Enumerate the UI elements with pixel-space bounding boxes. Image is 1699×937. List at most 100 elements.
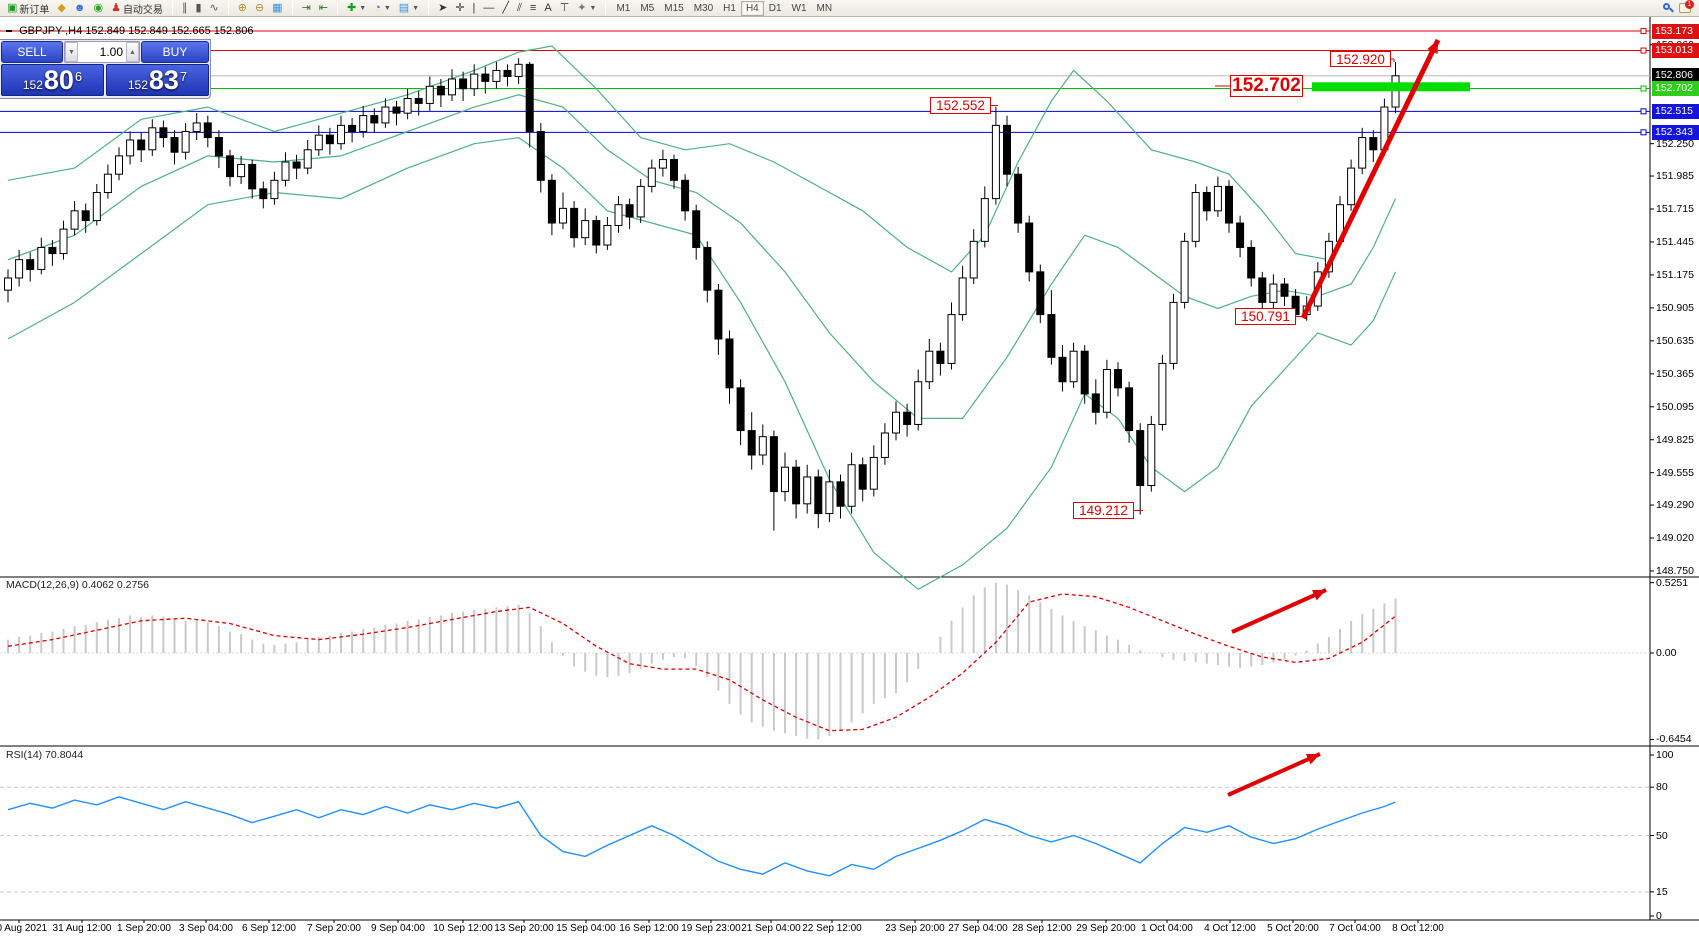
signal-button[interactable]: ◉ bbox=[89, 1, 107, 16]
zoom-out-button[interactable]: ⊖ bbox=[251, 1, 268, 16]
price-annotation[interactable]: 152.702 bbox=[1230, 75, 1303, 97]
period-button[interactable]: ◔ ▼ bbox=[370, 1, 395, 16]
sell-button[interactable]: SELL bbox=[1, 41, 63, 63]
candle-body bbox=[892, 411, 900, 434]
horizontal-line-button[interactable]: — bbox=[479, 1, 498, 16]
fibonacci-button[interactable]: ≡ bbox=[526, 1, 540, 16]
auto-scroll-button[interactable]: ⇥ bbox=[298, 1, 315, 16]
search-icon[interactable] bbox=[1663, 3, 1674, 13]
community-button[interactable]: ☻ bbox=[70, 1, 90, 16]
price-badge-blue: 152.343 bbox=[1652, 124, 1699, 140]
trend-arrow[interactable] bbox=[1231, 588, 1327, 634]
candle-body bbox=[1269, 283, 1278, 303]
candle-body bbox=[259, 188, 268, 200]
line-handle[interactable] bbox=[1640, 28, 1647, 34]
tile-windows-button[interactable]: ▦ bbox=[268, 1, 286, 16]
timeframe-mn-button[interactable]: MN bbox=[816, 2, 833, 14]
candle-body bbox=[237, 163, 246, 178]
candle-body bbox=[1347, 167, 1356, 206]
timeframe-m15-button[interactable]: M15 bbox=[664, 2, 684, 14]
timeframe-m5-button[interactable]: M5 bbox=[640, 2, 655, 14]
line-chart-button[interactable]: ∿ bbox=[206, 1, 223, 16]
volume-increase-button[interactable]: ▲ bbox=[126, 42, 139, 62]
timeframe-h1-button[interactable]: H1 bbox=[723, 2, 736, 14]
new-order-label: 新订单 bbox=[19, 4, 50, 16]
candle-body bbox=[769, 436, 778, 493]
candle-body bbox=[1025, 222, 1034, 273]
price-annotation[interactable]: 149.212 bbox=[1073, 502, 1134, 519]
vertical-line-button[interactable]: | bbox=[469, 1, 480, 16]
trend-arrow[interactable] bbox=[1227, 752, 1321, 797]
candle-body bbox=[581, 220, 590, 239]
time-axis-label: 23 Sep 20:00 bbox=[885, 923, 945, 934]
line-handle[interactable] bbox=[1640, 47, 1647, 54]
text-button[interactable]: A bbox=[540, 1, 555, 16]
toolbar-separator bbox=[291, 1, 293, 15]
candle-body bbox=[681, 179, 690, 212]
candle-body bbox=[314, 134, 323, 151]
line-handle[interactable] bbox=[1640, 85, 1647, 92]
shapes-button[interactable]: ✦ ▼ bbox=[573, 1, 600, 16]
volume-decrease-button[interactable]: ▼ bbox=[65, 42, 78, 62]
symbol-period-label: GBPJPY-,H4 bbox=[19, 25, 83, 37]
buy-button[interactable]: BUY bbox=[141, 41, 209, 63]
volume-input[interactable]: 1.00 bbox=[99, 45, 123, 59]
template-icon: ▤ bbox=[398, 1, 410, 14]
cursor-button[interactable]: ➤ bbox=[434, 1, 451, 16]
candle-body bbox=[1080, 350, 1089, 395]
clock-icon: ◔ bbox=[374, 1, 381, 14]
candle-body bbox=[1058, 356, 1067, 383]
candle-body bbox=[614, 204, 623, 226]
chart-shift-button[interactable]: ⇤ bbox=[315, 1, 332, 16]
candle-body bbox=[214, 137, 223, 157]
bid-price[interactable]: 152 80 6 bbox=[1, 64, 104, 96]
candle-body bbox=[115, 155, 123, 175]
timeframe-h4-button[interactable]: H4 bbox=[740, 0, 764, 16]
price-annotation[interactable]: 152.920 bbox=[1330, 51, 1391, 67]
price-annotation[interactable]: 150.791 bbox=[1235, 308, 1296, 325]
trend-arrow-head bbox=[1312, 590, 1326, 601]
timeframe-m1-button[interactable]: M1 bbox=[616, 2, 631, 14]
gold-diamond-button[interactable]: ◆ bbox=[53, 1, 69, 16]
rsi-tick-label: 50 bbox=[1656, 829, 1668, 842]
ask-big: 83 bbox=[148, 65, 179, 95]
candlestick-button[interactable]: ▮ bbox=[191, 1, 205, 16]
line-handle[interactable] bbox=[1640, 108, 1647, 115]
green-support-bar[interactable] bbox=[1312, 82, 1470, 92]
candle-body bbox=[903, 411, 912, 425]
candle-body bbox=[603, 224, 612, 246]
trendline-button[interactable]: ╱ bbox=[498, 1, 513, 16]
zoom-in-button[interactable]: ⊕ bbox=[234, 1, 251, 16]
autotrade-button[interactable]: ♟ 自动交易 bbox=[107, 1, 167, 16]
time-axis-label: 1 Oct 04:00 bbox=[1141, 923, 1193, 934]
notification-icon[interactable]: 1 bbox=[1679, 0, 1694, 13]
price-annotation[interactable]: 152.552 bbox=[930, 97, 991, 114]
crosshair-button[interactable]: ✛ bbox=[451, 1, 468, 16]
timeframe-m30-button[interactable]: M30 bbox=[693, 2, 714, 14]
toolbar-separator bbox=[428, 1, 430, 15]
candle-body bbox=[1180, 240, 1189, 303]
candle-body bbox=[1091, 393, 1100, 413]
timeframe-d1-button[interactable]: D1 bbox=[768, 2, 782, 14]
candle-body bbox=[1014, 173, 1023, 224]
template-button[interactable]: ▤ ▼ bbox=[395, 1, 423, 16]
ask-price[interactable]: 152 83 7 bbox=[106, 64, 209, 96]
channel-button[interactable]: ⫽ bbox=[513, 1, 526, 16]
add-indicator-button[interactable]: ✚ ▼ bbox=[343, 1, 370, 16]
ask-sup: 7 bbox=[179, 69, 188, 84]
time-axis-label: 15 Sep 04:00 bbox=[556, 923, 616, 934]
candle-body bbox=[1169, 301, 1178, 364]
bid-big: 80 bbox=[43, 65, 74, 95]
time-axis-label: 29 Sep 20:00 bbox=[1076, 923, 1136, 934]
trend-arrow[interactable] bbox=[1300, 38, 1441, 320]
bar-chart-button[interactable]: ∥ bbox=[178, 1, 192, 16]
candlestick-icon: ▮ bbox=[195, 1, 202, 14]
line-handle[interactable] bbox=[1640, 129, 1647, 136]
timeframe-w1-button[interactable]: W1 bbox=[791, 2, 807, 14]
label-button[interactable]: ⊤ bbox=[556, 1, 574, 16]
new-order-button[interactable]: ▣ 新订单 bbox=[3, 1, 53, 16]
label-icon: ⊤ bbox=[559, 1, 570, 14]
time-axis-label: 1 Sep 20:00 bbox=[117, 923, 171, 934]
price-tick-label: 151.175 bbox=[1656, 268, 1694, 281]
